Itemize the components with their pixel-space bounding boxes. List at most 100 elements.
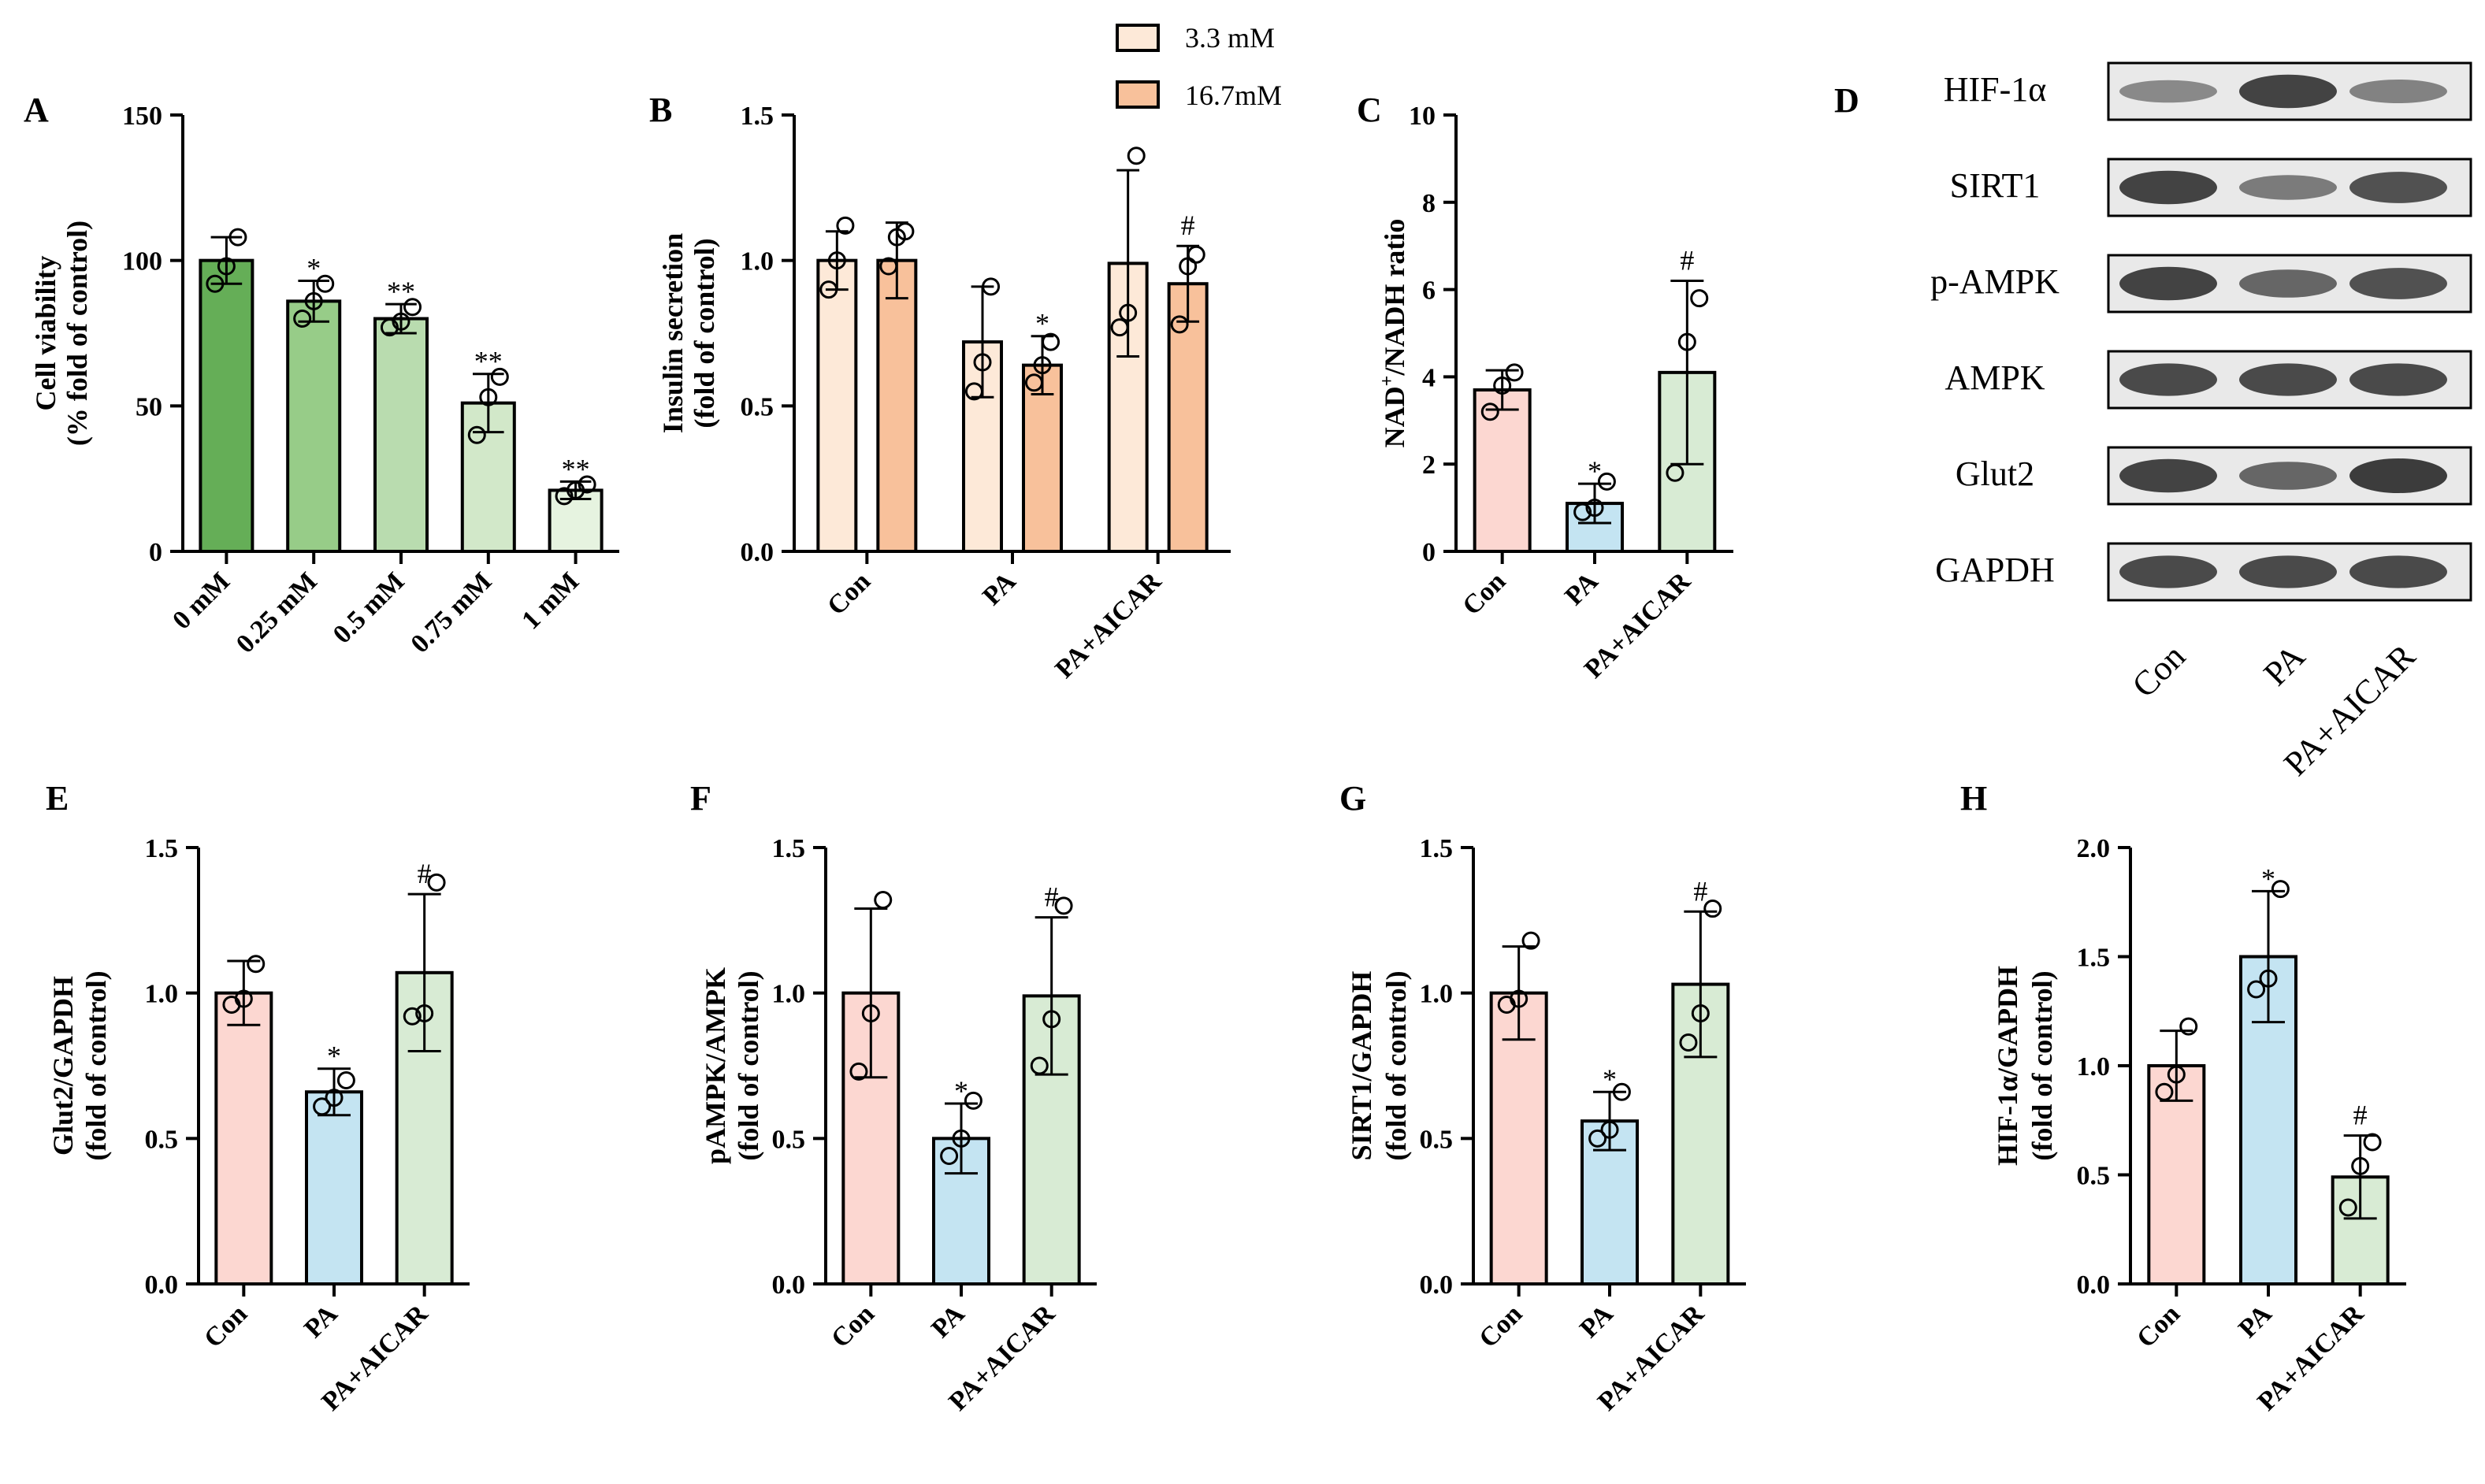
- data-point: [1703, 900, 1722, 918]
- data-point: [1597, 472, 1616, 491]
- blot-band: [2119, 266, 2217, 301]
- blot-row-label: Glut2: [1956, 454, 2034, 493]
- y-tick-label: 100: [122, 247, 162, 276]
- blot-band: [2239, 74, 2337, 109]
- data-point: [1127, 147, 1146, 165]
- significance-label: *: [1603, 1063, 1617, 1095]
- data-point: [2363, 1133, 2382, 1152]
- bar-e-1: [305, 1090, 363, 1286]
- data-point: [325, 1089, 344, 1107]
- significance-label: *: [2261, 863, 2275, 894]
- significance-label: **: [387, 276, 415, 307]
- significance-label: *: [306, 253, 321, 284]
- data-point: [490, 367, 509, 386]
- data-point: [874, 890, 893, 909]
- data-point: [234, 989, 253, 1008]
- y-tick-label: 1.0: [1420, 980, 1454, 1009]
- data-point: [1033, 356, 1052, 375]
- data-point: [1588, 1129, 1607, 1148]
- panel-letter-g: G: [1339, 779, 1366, 818]
- significance-label: #: [1680, 245, 1694, 276]
- significance-label: #: [1181, 210, 1195, 241]
- data-point: [879, 257, 898, 276]
- data-point: [1030, 1056, 1049, 1075]
- data-point: [206, 274, 225, 293]
- data-point: [1585, 499, 1604, 518]
- significance-label: *: [1588, 455, 1602, 487]
- y-tick-label: 1.0: [741, 247, 774, 276]
- y-tick-label: 1.5: [145, 834, 179, 863]
- data-point: [217, 257, 236, 276]
- panel-letter-c: C: [1357, 91, 1382, 129]
- data-point: [952, 1129, 971, 1148]
- y-tick-label: 1.5: [741, 102, 774, 131]
- bar-a-1: [286, 299, 342, 553]
- y-tick-label: 150: [122, 102, 162, 131]
- data-point: [1521, 931, 1540, 950]
- data-point: [973, 353, 992, 372]
- data-point: [1042, 1010, 1061, 1029]
- data-point: [964, 1091, 982, 1110]
- data-point: [2338, 1198, 2357, 1217]
- blot-band: [2349, 458, 2447, 493]
- bar-a-0: [199, 258, 254, 553]
- data-point: [1679, 1033, 1698, 1052]
- y-tick-label: 1.5: [1420, 834, 1454, 863]
- y-axis-label: SIRT1/GAPDH: [1346, 971, 1377, 1161]
- data-point: [896, 222, 915, 241]
- y-axis-label: NAD+/NADH ratio: [1377, 219, 1410, 448]
- blot-band: [2239, 175, 2337, 200]
- data-point: [1480, 403, 1499, 421]
- data-point: [392, 312, 410, 331]
- y-tick-label: 4: [1422, 363, 1436, 392]
- y-tick-label: 1.0: [145, 980, 179, 1009]
- blot-band: [2119, 555, 2217, 588]
- bar-a-2: [373, 317, 429, 553]
- y-tick-label: 8: [1422, 189, 1436, 218]
- significance-label: #: [2353, 1100, 2368, 1131]
- legend-swatch-16-7mm: [1116, 80, 1160, 109]
- y-axis-label: (% fold of control): [61, 221, 93, 446]
- data-point: [403, 1007, 422, 1026]
- y-tick-label: 0.5: [145, 1125, 179, 1154]
- bar-g-0: [1489, 991, 1548, 1286]
- blot-row-label: GAPDH: [1935, 551, 2055, 589]
- blot-band: [2239, 363, 2337, 396]
- data-point: [1690, 289, 1709, 308]
- data-point: [403, 298, 422, 317]
- y-axis-label: Glut2/GAPDH: [47, 976, 79, 1156]
- data-point: [2271, 880, 2290, 899]
- blot-band: [2349, 268, 2447, 299]
- data-point: [293, 310, 312, 328]
- data-point: [2247, 980, 2266, 999]
- blot-band: [2349, 363, 2447, 396]
- bar-b-0-0: [816, 258, 858, 553]
- data-point: [1505, 363, 1524, 382]
- blot-band: [2119, 80, 2217, 103]
- y-tick-label: 0.0: [772, 1271, 806, 1300]
- bar-b-1-0: [876, 258, 918, 553]
- data-point: [964, 382, 983, 401]
- y-tick-label: 0.5: [741, 392, 774, 421]
- significance-label: *: [1035, 308, 1049, 339]
- y-axis-label: (fold of control): [1380, 970, 1412, 1160]
- blot-band: [2119, 170, 2217, 205]
- blot-band: [2119, 458, 2217, 493]
- y-tick-label: 6: [1422, 276, 1436, 306]
- panel-letter-f: F: [690, 779, 711, 818]
- data-point: [2351, 1156, 2370, 1175]
- blot-band: [2349, 80, 2447, 103]
- y-axis-label: pAMPK/AMPK: [700, 967, 731, 1164]
- blot-band: [2239, 462, 2337, 490]
- y-tick-label: 0: [149, 538, 162, 567]
- panel-letter-b: B: [649, 91, 672, 129]
- data-point: [1110, 318, 1129, 337]
- y-axis-label: (fold of control): [2026, 970, 2058, 1160]
- data-point: [1042, 332, 1060, 351]
- data-point: [819, 280, 838, 299]
- y-tick-label: 2: [1422, 451, 1436, 480]
- data-point: [2179, 1017, 2198, 1036]
- y-tick-label: 0.5: [2077, 1162, 2111, 1191]
